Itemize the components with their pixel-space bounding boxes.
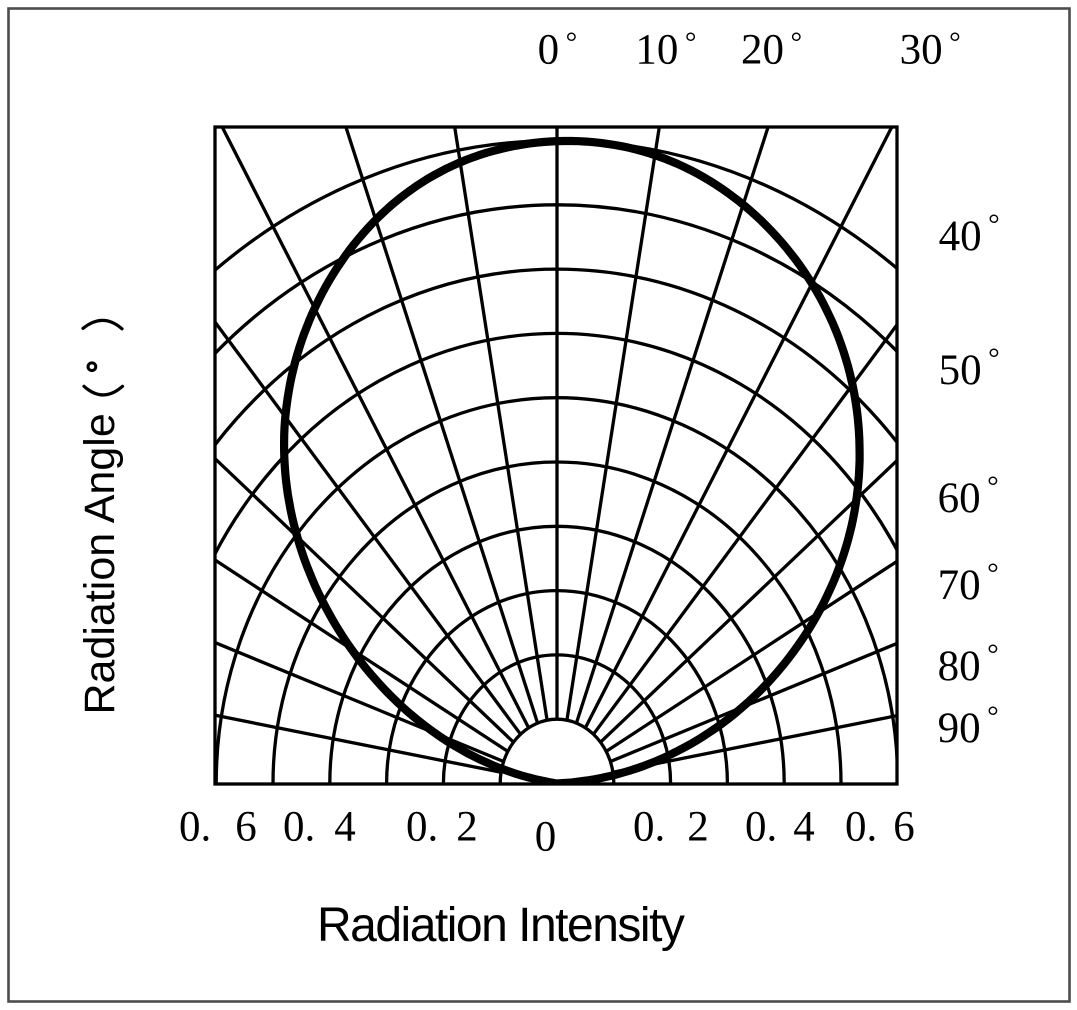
svg-text:0°: 0 ° [538,27,578,74]
svg-text:0.4: 0. 4 [283,804,356,851]
svg-text:Radiation Intensity: Radiation Intensity [317,899,685,952]
svg-text:0: 0 [535,814,557,861]
svg-text:Radiation Angle: Radiation Angle [76,413,124,714]
